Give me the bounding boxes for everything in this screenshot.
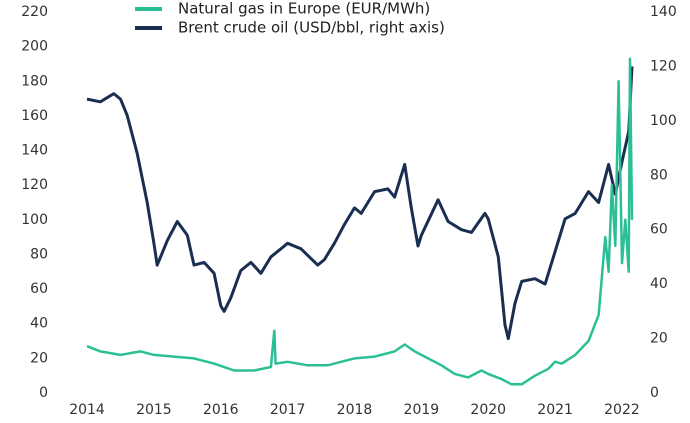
legend-label: Brent crude oil (USD/bbl, right axis) xyxy=(178,19,445,37)
series-line xyxy=(86,66,634,341)
y-tick-label: 220 xyxy=(21,4,48,20)
series-line xyxy=(86,57,634,386)
legend-label: Natural gas in Europe (EUR/MWh) xyxy=(178,0,430,18)
y-tick-label: 0 xyxy=(39,385,48,401)
y-tick-label: 60 xyxy=(30,281,48,297)
y2-tick-label: 40 xyxy=(650,276,668,292)
x-tick-label: 2018 xyxy=(337,402,373,418)
legend: Natural gas in Europe (EUR/MWh)Brent cru… xyxy=(135,0,445,37)
x-tick-label: 2022 xyxy=(604,402,640,418)
y-tick-label: 160 xyxy=(21,108,48,124)
x-tick-label: 2015 xyxy=(136,402,172,418)
y-tick-label: 80 xyxy=(30,246,48,262)
x-tick-label: 2017 xyxy=(270,402,306,418)
y2-tick-label: 120 xyxy=(650,58,677,74)
x-tick-label: 2021 xyxy=(537,402,573,418)
y-tick-label: 140 xyxy=(21,143,48,159)
x-tick-label: 2019 xyxy=(404,402,440,418)
y-tick-label: 100 xyxy=(21,212,48,228)
x-tick-label: 2014 xyxy=(69,402,105,418)
y2-tick-label: 60 xyxy=(650,222,668,238)
y-tick-label: 20 xyxy=(30,350,48,366)
y-tick-label: 40 xyxy=(30,316,48,332)
x-tick-label: 2016 xyxy=(203,402,239,418)
x-tick-label: 2020 xyxy=(470,402,506,418)
y2-tick-label: 0 xyxy=(650,385,659,401)
y-tick-label: 180 xyxy=(21,73,48,89)
y2-tick-label: 140 xyxy=(650,4,677,20)
y2-tick-label: 80 xyxy=(650,167,668,183)
y2-tick-label: 20 xyxy=(650,331,668,347)
y-tick-label: 200 xyxy=(21,39,48,55)
y-tick-label: 120 xyxy=(21,177,48,193)
y2-tick-label: 100 xyxy=(650,113,677,129)
